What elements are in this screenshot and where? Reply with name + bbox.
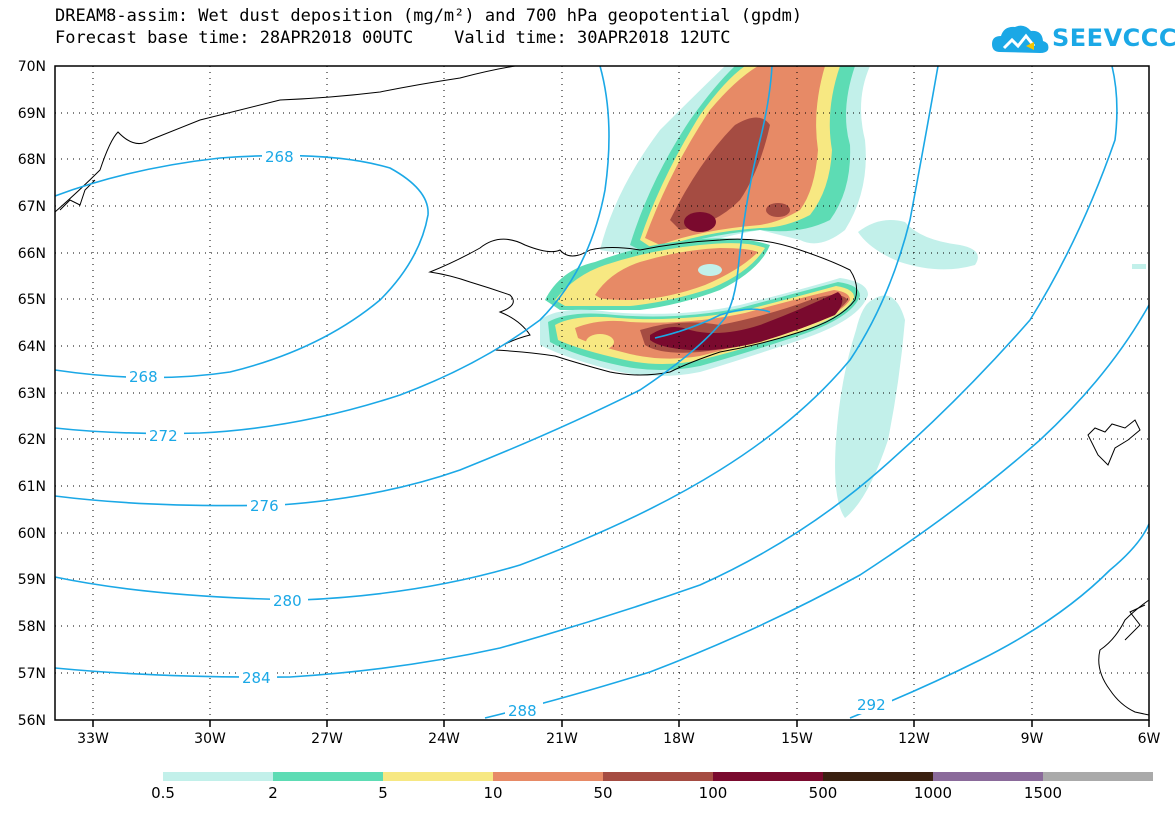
dust-south-iceland (540, 278, 868, 376)
lon-label: 9W (1021, 731, 1044, 747)
legend-swatch (603, 772, 713, 781)
gridlines (55, 66, 1149, 720)
legend-swatch (1043, 772, 1153, 781)
legend-label: 0.5 (151, 784, 175, 802)
legend-label: 500 (808, 784, 838, 802)
map-subtitle: Forecast base time: 28APR2018 00UTC Vali… (55, 28, 731, 48)
contour-label-292: 292 (857, 696, 886, 714)
legend-label: 1500 (1023, 784, 1063, 802)
coastlines (54, 65, 1150, 716)
contour-labels: 268 268 272 276 280 284 288 292 (126, 148, 892, 720)
scotland-coast (1098, 599, 1150, 716)
contour-288 (484, 304, 1150, 719)
logo-text: SEEVCCC (1052, 24, 1175, 52)
legend-swatch (713, 772, 823, 781)
lon-label: 18W (663, 731, 695, 747)
lat-label: 67N (18, 199, 46, 215)
lat-label: 60N (18, 526, 46, 542)
greenland-coast (54, 65, 516, 213)
contour-label-268a: 268 (265, 148, 294, 166)
lon-label: 33W (77, 731, 109, 747)
lon-label: 12W (898, 731, 930, 747)
contour-label-288: 288 (508, 702, 537, 720)
lat-label: 59N (18, 572, 46, 588)
legend-swatch (383, 772, 493, 781)
lon-label: 27W (311, 731, 343, 747)
legend-swatch (273, 772, 383, 781)
legend-label: 50 (593, 784, 613, 802)
legend-swatch (163, 772, 273, 781)
legend-label: 2 (268, 784, 278, 802)
lat-label: 58N (18, 619, 46, 635)
legend-colorbar (163, 772, 1153, 781)
longitude-labels: 33W 30W 27W 24W 21W 18W 15W 12W 9W 6W (77, 731, 1160, 747)
legend-label: 100 (698, 784, 728, 802)
lat-label: 57N (18, 666, 46, 682)
iceland-coast (428, 238, 858, 376)
lat-label: 65N (18, 292, 46, 308)
lat-label: 63N (18, 386, 46, 402)
legend-swatch (823, 772, 933, 781)
lon-label: 6W (1138, 731, 1161, 747)
dust-east-patches (835, 219, 1146, 518)
lat-label: 64N (18, 339, 46, 355)
legend-label: 1000 (913, 784, 953, 802)
legend-swatch (493, 772, 603, 781)
contour-label-284: 284 (242, 669, 271, 687)
lat-label: 56N (18, 713, 46, 729)
latitude-labels: 70N 69N 68N 67N 66N 65N 64N 63N 62N 61N … (18, 59, 46, 729)
cloud-icon (992, 25, 1049, 53)
contour-label-268b: 268 (129, 368, 158, 386)
legend-label: 10 (483, 784, 503, 802)
legend-swatch (933, 772, 1043, 781)
contour-292 (849, 523, 1150, 719)
legend-label: 5 (378, 784, 388, 802)
lon-label: 30W (194, 731, 226, 747)
dust-plume-north (600, 66, 870, 260)
contour-label-272: 272 (149, 427, 178, 445)
lon-label: 24W (428, 731, 460, 747)
contour-284 (54, 65, 1118, 678)
lat-label: 61N (18, 479, 46, 495)
lat-label: 62N (18, 432, 46, 448)
contour-label-280: 280 (273, 592, 302, 610)
lat-label: 68N (18, 152, 46, 168)
map-title: DREAM8-assim: Wet dust deposition (mg/m²… (55, 6, 803, 26)
faroe-islands (1087, 419, 1141, 466)
lon-label: 15W (781, 731, 813, 747)
contour-label-276: 276 (250, 497, 279, 515)
dust-north-iceland (545, 238, 770, 310)
lat-label: 69N (18, 106, 46, 122)
lat-label: 66N (18, 246, 46, 262)
lat-label: 70N (18, 59, 46, 75)
lon-label: 21W (546, 731, 578, 747)
contour-268-closed (54, 154, 429, 379)
